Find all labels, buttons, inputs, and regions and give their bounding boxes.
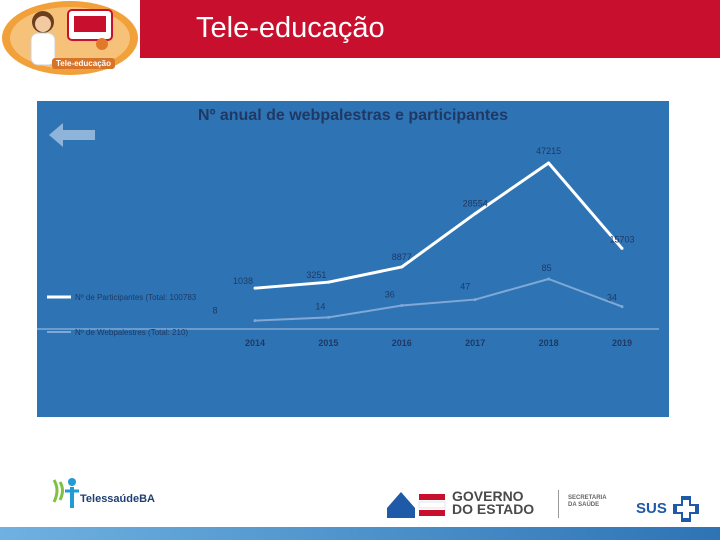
governo-logo-text: GOVERNO DO ESTADO bbox=[452, 488, 535, 517]
telessaude-icon bbox=[52, 478, 79, 508]
webinars-point bbox=[253, 319, 257, 323]
line-chart: 2014 2015 2016 2017 2018 2019 1038 3251 8877 2855… bbox=[37, 123, 659, 348]
webinars-point bbox=[326, 315, 330, 319]
webinars-point bbox=[547, 277, 551, 281]
x-tick-label: 2014 bbox=[245, 338, 265, 348]
participants-data-label: 15703 bbox=[609, 234, 634, 244]
footer-divider bbox=[558, 490, 559, 518]
participants-point bbox=[620, 246, 624, 250]
logo-label: Tele-educação bbox=[52, 58, 115, 69]
sus-cross-icon bbox=[673, 496, 700, 522]
bahia-flag-icon bbox=[387, 492, 446, 518]
x-tick-label: 2017 bbox=[465, 338, 485, 348]
webinars-data-label: 14 bbox=[315, 301, 325, 311]
legend-webinars-label: Nº de Webpalestres (Total: 210) bbox=[75, 328, 188, 337]
gov-line2: DO ESTADO bbox=[452, 501, 535, 517]
participants-point bbox=[400, 265, 404, 269]
participants-line bbox=[254, 161, 624, 290]
participants-data-label: 8877 bbox=[392, 252, 412, 262]
sec-line1: SECRETARIA bbox=[568, 495, 607, 501]
x-tick-label: 2016 bbox=[392, 338, 412, 348]
telessaude-label: TelessaúdeBA bbox=[80, 493, 155, 505]
sec-line2: DA SAÚDE bbox=[568, 502, 600, 508]
x-tick-label: 2018 bbox=[539, 338, 559, 348]
sus-label: SUS bbox=[636, 499, 667, 517]
gov-line1: GOVERNO bbox=[452, 488, 524, 504]
participants-point bbox=[547, 161, 551, 165]
participants-point bbox=[253, 286, 257, 290]
participants-data-label: 1038 bbox=[233, 276, 253, 286]
webinars-line bbox=[254, 278, 623, 322]
webinars-point bbox=[473, 298, 477, 302]
participants-data-label: 28554 bbox=[463, 199, 488, 209]
participants-point bbox=[473, 212, 477, 216]
header-red-bar bbox=[140, 0, 720, 58]
tele-educacao-logo: Tele-educação bbox=[0, 0, 140, 76]
webinars-data-label: 36 bbox=[385, 290, 395, 300]
tele-educacao-logo-icon bbox=[2, 1, 138, 75]
webinars-point bbox=[400, 304, 404, 308]
x-tick-label: 2015 bbox=[318, 338, 338, 348]
participants-point bbox=[326, 280, 330, 284]
sus-logo: SUS bbox=[636, 494, 701, 524]
chart-title: Nº anual de webpalestras e participantes bbox=[198, 107, 508, 124]
page-title: Tele-educação bbox=[196, 12, 385, 44]
x-tick-label: 2019 bbox=[612, 338, 632, 348]
secretaria-text: SECRETARIA DA SAÚDE bbox=[568, 495, 607, 509]
participants-data-label: 3251 bbox=[306, 270, 326, 280]
participants-data-label: 47215 bbox=[536, 146, 561, 156]
back-arrow-icon[interactable] bbox=[49, 123, 95, 147]
webinars-data-label: 8 bbox=[212, 306, 217, 316]
chart-panel: 2014 2015 2016 2017 2018 2019 1038 3251 8877 2855… bbox=[37, 101, 669, 417]
webinars-data-label: 34 bbox=[607, 293, 617, 303]
webinars-data-label: 47 bbox=[460, 282, 470, 292]
legend-participants-label: Nº de Participantes (Total: 100783 bbox=[75, 293, 197, 302]
webinars-data-label: 85 bbox=[542, 263, 552, 273]
webinars-point bbox=[620, 305, 624, 309]
telessaude-logo bbox=[48, 476, 168, 510]
footer-bar bbox=[0, 527, 720, 540]
